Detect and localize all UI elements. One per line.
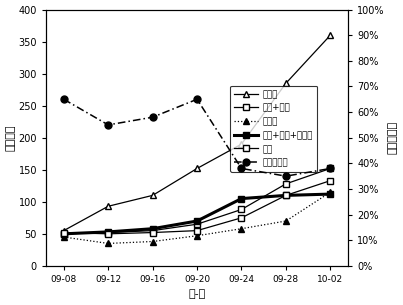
X-axis label: 月-日: 月-日 — [189, 289, 206, 300]
Y-axis label: 叶蝉数量: 叶蝉数量 — [6, 124, 16, 151]
Y-axis label: 成虫百分率: 成虫百分率 — [387, 121, 397, 154]
Legend: 雷公藤, 色板+试天, 平地弹, 色板+试天+雷公藤, 对照, 成虫百分比: 雷公藤, 色板+试天, 平地弹, 色板+试天+雷公藤, 对照, 成虫百分比 — [230, 86, 318, 172]
